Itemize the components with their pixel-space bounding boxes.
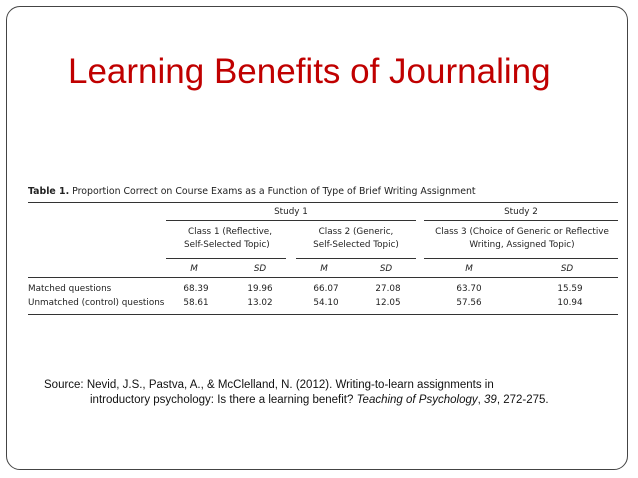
results-table: Table 1. Proportion Correct on Course Ex…: [28, 186, 618, 201]
table-cell: 10.94: [557, 298, 583, 308]
source-line-1: Source: Nevid, J.S., Pastva, A., & McCle…: [44, 379, 494, 391]
slide-title: Learning Benefits of Journaling: [68, 52, 551, 91]
table-cell: 13.02: [247, 298, 273, 308]
study-1-header: Study 1: [274, 207, 308, 217]
table-caption-text: Proportion Correct on Course Exams as a …: [72, 186, 476, 197]
source-line-2-prefix: introductory psychology: Is there a lear…: [90, 394, 357, 406]
table-cell: 68.39: [183, 284, 209, 294]
table-caption-label: Table 1.: [28, 186, 70, 197]
table-cell: 66.07: [313, 284, 339, 294]
class2-rule: [296, 258, 416, 259]
slide-frame: [6, 6, 628, 470]
class-2-header-line1: Class 2 (Generic,: [318, 227, 394, 237]
study1-rule: [166, 220, 416, 221]
table-cell: 27.08: [375, 284, 401, 294]
class-2-m-header: M: [320, 264, 328, 274]
class-1-sd-header: SD: [253, 264, 267, 274]
class-3-sd-header: SD: [560, 264, 574, 274]
table-cell: 57.56: [456, 298, 482, 308]
class1-rule: [166, 258, 286, 259]
source-citation: Source: Nevid, J.S., Pastva, A., & McCle…: [44, 378, 624, 408]
row-label-unmatched: Unmatched (control) questions: [28, 298, 165, 308]
table-cell: 63.70: [456, 284, 482, 294]
source-line-2: introductory psychology: Is there a lear…: [44, 393, 624, 408]
class-1-header-line2: Self-Selected Topic): [184, 240, 270, 250]
source-sep: ,: [477, 394, 485, 406]
table-cell: 19.96: [247, 284, 273, 294]
table-top-rule: [28, 202, 618, 203]
row-label-matched: Matched questions: [28, 284, 112, 294]
class-2-header-line2: Self-Selected Topic): [313, 240, 399, 250]
header-bottom-rule: [28, 277, 618, 278]
class-1-m-header: M: [190, 264, 198, 274]
class-1-header-line1: Class 1 (Reflective,: [188, 227, 272, 237]
source-volume: 39: [484, 394, 497, 406]
class-3-header-line1: Class 3 (Choice of Generic or Reflective: [435, 227, 609, 237]
class-2-sd-header: SD: [379, 264, 393, 274]
table-cell: 58.61: [183, 298, 209, 308]
table-bottom-rule: [28, 314, 618, 315]
table-cell: 12.05: [375, 298, 401, 308]
class-3-m-header: M: [465, 264, 473, 274]
table-caption: Table 1. Proportion Correct on Course Ex…: [28, 186, 618, 197]
table-cell: 15.59: [557, 284, 583, 294]
study-2-header: Study 2: [504, 207, 538, 217]
source-pages: , 272-275.: [496, 394, 549, 406]
source-journal: Teaching of Psychology: [356, 394, 478, 406]
class3-rule: [424, 258, 618, 259]
class-3-header-line2: Writing, Assigned Topic): [469, 240, 575, 250]
table-cell: 54.10: [313, 298, 339, 308]
study2-rule: [424, 220, 618, 221]
